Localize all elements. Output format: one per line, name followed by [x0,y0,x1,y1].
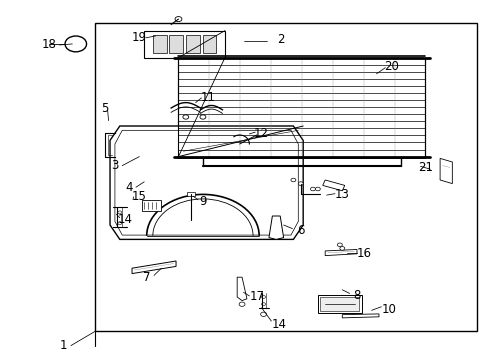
Text: 12: 12 [254,127,268,140]
Polygon shape [342,314,378,318]
Bar [144,31,224,58]
Circle shape [118,222,122,225]
Bar [142,200,161,211]
Bar [185,35,200,53]
Text: 19: 19 [132,31,146,44]
Text: 20: 20 [383,60,398,73]
Polygon shape [110,126,303,239]
Text: 5: 5 [101,102,109,114]
Polygon shape [237,277,246,301]
Bar [169,35,183,53]
Polygon shape [325,249,356,256]
Circle shape [175,17,182,22]
Circle shape [315,187,320,191]
Text: 4: 4 [125,181,133,194]
Text: 14: 14 [117,213,132,226]
Bar [152,35,166,53]
Bar [202,35,216,53]
Circle shape [239,302,244,306]
Circle shape [260,312,266,316]
Text: 18: 18 [41,39,56,51]
Circle shape [261,296,265,298]
Polygon shape [132,261,176,274]
Circle shape [261,303,265,306]
Circle shape [298,182,303,185]
Circle shape [290,178,295,182]
Circle shape [183,115,188,119]
Text: 2: 2 [277,33,285,46]
Text: 1: 1 [60,339,67,352]
Text: 3: 3 [111,159,119,172]
Circle shape [65,36,86,52]
Text: 15: 15 [132,190,146,203]
Polygon shape [322,180,344,191]
Circle shape [339,247,344,250]
Polygon shape [439,158,451,184]
Circle shape [310,187,315,191]
Bar [95,23,476,331]
Circle shape [337,243,342,247]
Bar [186,192,194,196]
Text: 21: 21 [417,161,432,174]
Polygon shape [178,58,425,157]
Text: 7: 7 [142,271,150,284]
Text: 9: 9 [199,195,206,208]
Text: 11: 11 [200,91,215,104]
Text: 17: 17 [249,291,264,303]
Bar [320,297,359,311]
Text: 10: 10 [381,303,395,316]
Text: 6: 6 [296,224,304,237]
Text: 8: 8 [352,289,360,302]
Text: 14: 14 [271,318,285,330]
Circle shape [118,211,122,214]
Text: 13: 13 [334,188,349,201]
Text: 16: 16 [356,247,371,260]
Polygon shape [268,216,283,239]
Bar [317,295,361,313]
Circle shape [200,115,205,119]
